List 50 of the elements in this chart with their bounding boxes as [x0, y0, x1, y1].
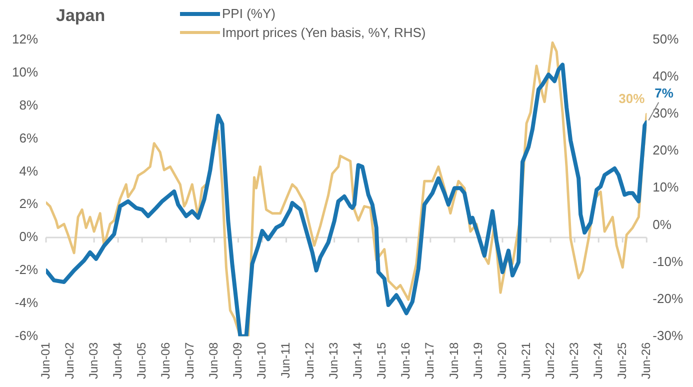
x-tick-label: Jun-22	[542, 342, 557, 380]
x-tick-label: Jun-12	[302, 342, 317, 380]
x-tick-label: Jun-01	[38, 342, 52, 380]
x-tick-label: Jun-19	[470, 342, 485, 380]
x-tick-label: Jun-08	[206, 342, 221, 380]
x-tick-label: Jun-05	[134, 342, 148, 380]
x-tick-label: Jun-10	[254, 342, 269, 380]
y-tick-label: 6%	[19, 130, 38, 146]
y-tick-label: 2%	[19, 196, 38, 212]
x-tick-label: Jun-09	[230, 342, 245, 380]
x-tick-label: Jun-17	[422, 342, 437, 380]
x-tick-label: Jun-15	[374, 342, 389, 380]
y-tick-label: 4%	[19, 163, 38, 178]
data-label: 7%	[654, 85, 674, 100]
x-tick-label: Jun-23	[566, 342, 581, 380]
x-tick-label: Jun-03	[86, 342, 100, 380]
x-tick-label: Jun-11	[278, 342, 293, 378]
chart-title: Japan	[56, 6, 106, 26]
x-tick-label: Jun-13	[326, 342, 341, 380]
x-tick-label: Jun-18	[446, 342, 461, 380]
x-tick-label: Jun-14	[350, 342, 365, 380]
x-tick-label: Jun-07	[182, 342, 196, 380]
x-tick-label: Jun-06	[158, 342, 172, 380]
x-tick-label: Jun-26	[638, 342, 653, 380]
legend-label: PPI (%Y)	[222, 5, 276, 23]
y-tick-label: 10%	[12, 64, 38, 80]
y2-tick-label: -20%	[652, 290, 684, 306]
y2-tick-label: -10%	[652, 254, 684, 269]
y-tick-label: -2%	[14, 262, 38, 278]
x-tick-label: Jun-21	[518, 342, 533, 380]
y2-tick-label: -30%	[652, 328, 684, 343]
y2-tick-label: 10%	[652, 180, 680, 195]
y-tick-label: 0%	[19, 229, 38, 244]
y-tick-label: -4%	[14, 294, 38, 310]
x-tick-label: Jun-02	[62, 342, 76, 380]
x-tick-label: Jun-25	[614, 342, 629, 380]
x-tick-label: Jun-24	[590, 342, 605, 380]
y-tick-label: 12%	[12, 32, 38, 47]
y2-tick-label: 40%	[652, 68, 680, 84]
data-label: 30%	[618, 91, 646, 106]
y2-tick-label: 0%	[652, 216, 672, 232]
y2-tick-label: 30%	[652, 106, 680, 121]
x-tick-label: Jun-16	[398, 342, 413, 380]
y-tick-label: -6%	[14, 328, 38, 343]
y2-tick-label: 50%	[652, 32, 680, 47]
y-tick-label: 8%	[19, 97, 38, 112]
legend-label: Import prices (Yen basis, %Y, RHS)	[222, 24, 426, 42]
x-tick-label: Jun-20	[494, 342, 509, 380]
y2-tick-label: 20%	[652, 142, 680, 158]
x-tick-label: Jun-04	[110, 342, 124, 380]
